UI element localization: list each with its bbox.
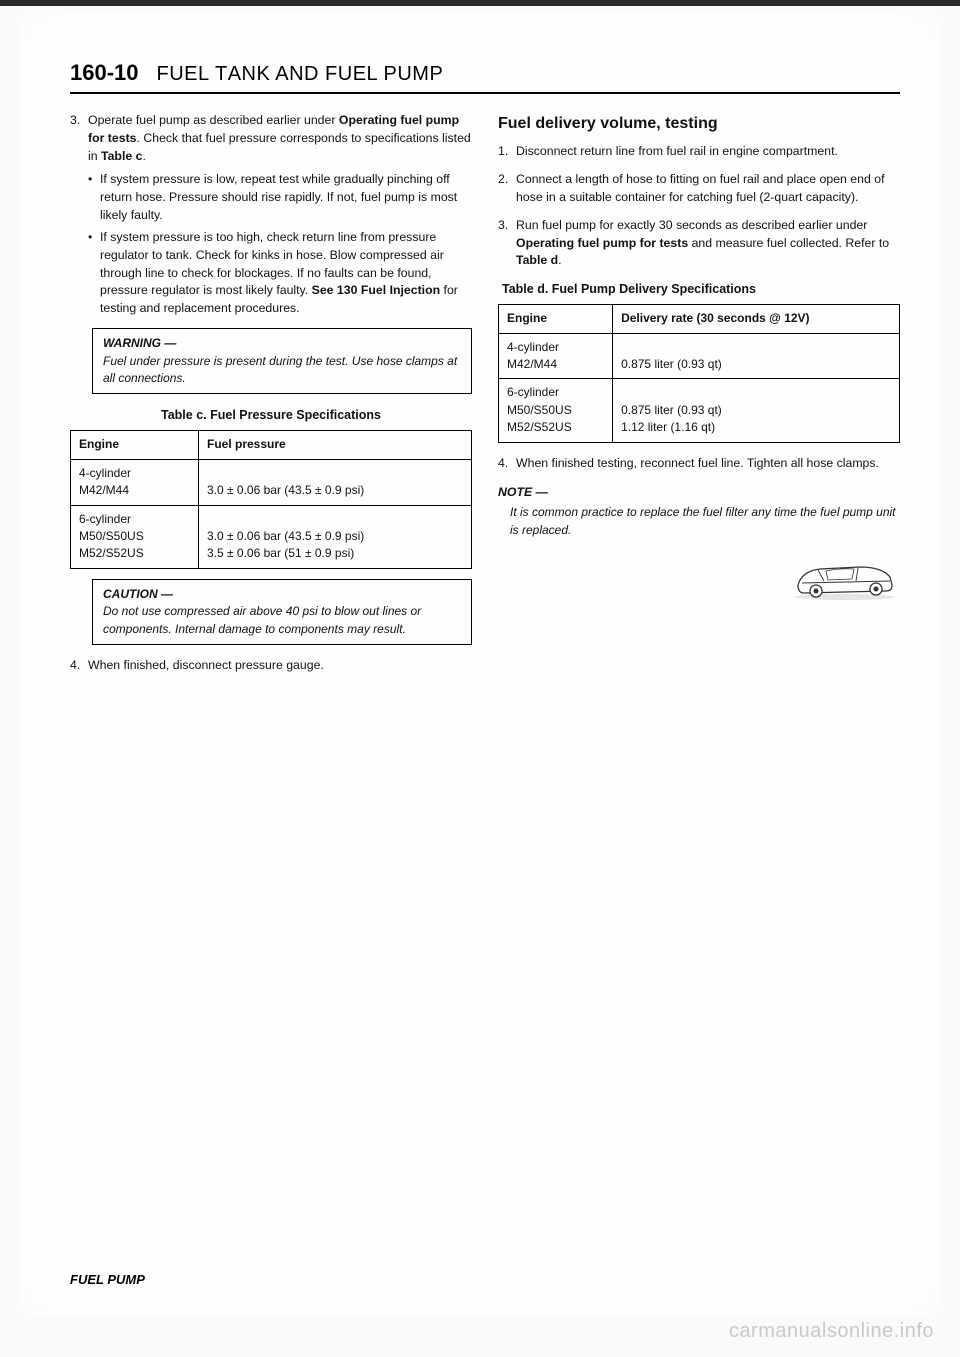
table-c-col-pressure: Fuel pressure [198,431,471,459]
bullet-high-pressure: If system pressure is too high, check re… [100,229,472,318]
right-column: Fuel delivery volume, testing 1. Disconn… [498,112,900,1242]
right-step-3: 3. Run fuel pump for exactly 30 seconds … [516,217,900,270]
step-3: 3. Operate fuel pump as described earlie… [88,112,472,318]
scan-top-edge [0,0,960,6]
table-d-title: Table d. Fuel Pump Delivery Specificatio… [502,280,900,298]
right-step-4: 4. When finished testing, reconnect fuel… [516,455,900,473]
table-d-col-engine: Engine [499,305,613,333]
section-heading: Fuel delivery volume, testing [498,112,900,135]
watermark-text: carmanualsonline.info [729,1320,934,1343]
right-step-1: 1. Disconnect return line from fuel rail… [516,143,900,161]
bullet-low-pressure: If system pressure is low, repeat test w… [100,171,472,224]
note-body: It is common practice to replace the fue… [510,504,900,539]
left-column: 3. Operate fuel pump as described earlie… [70,112,472,1242]
manual-page: 160-10 FUEL TANK AND FUEL PUMP 3. Operat… [20,10,940,1317]
page-number: 160-10 [70,60,139,86]
car-illustration-icon [790,553,900,607]
step-4: 4. When finished, disconnect pressure ga… [88,657,472,675]
table-d-col-rate: Delivery rate (30 seconds @ 12V) [613,305,900,333]
warning-heading: WARNING — [103,335,461,352]
caution-body: Do not use compressed air above 40 psi t… [103,603,461,638]
table-c-title: Table c. Fuel Pressure Specifications [70,406,472,424]
page-header: 160-10 FUEL TANK AND FUEL PUMP [70,60,900,94]
page-footer: FUEL PUMP [70,1242,900,1287]
warning-body: Fuel under pressure is present during th… [103,353,461,388]
table-row: 4-cylinder M42/M44 0.875 liter (0.93 qt) [499,333,900,379]
caution-box: CAUTION — Do not use compressed air abov… [92,579,472,645]
table-row: 4-cylinder M42/M44 3.0 ± 0.06 bar (43.5 … [71,459,472,505]
table-row: 6-cylinder M50/S50US M52/S52US 3.0 ± 0.0… [71,505,472,568]
table-row: 6-cylinder M50/S50US M52/S52US 0.875 lit… [499,379,900,442]
table-d: Engine Delivery rate (30 seconds @ 12V) … [498,304,900,442]
note-heading: NOTE — [498,484,900,502]
warning-box: WARNING — Fuel under pressure is present… [92,328,472,394]
right-step-2: 2. Connect a length of hose to fitting o… [516,171,900,207]
content-columns: 3. Operate fuel pump as described earlie… [70,112,900,1242]
page-title: FUEL TANK AND FUEL PUMP [157,63,444,86]
caution-heading: CAUTION — [103,586,461,603]
table-c-col-engine: Engine [71,431,199,459]
table-c: Engine Fuel pressure 4-cylinder M42/M44 … [70,430,472,568]
